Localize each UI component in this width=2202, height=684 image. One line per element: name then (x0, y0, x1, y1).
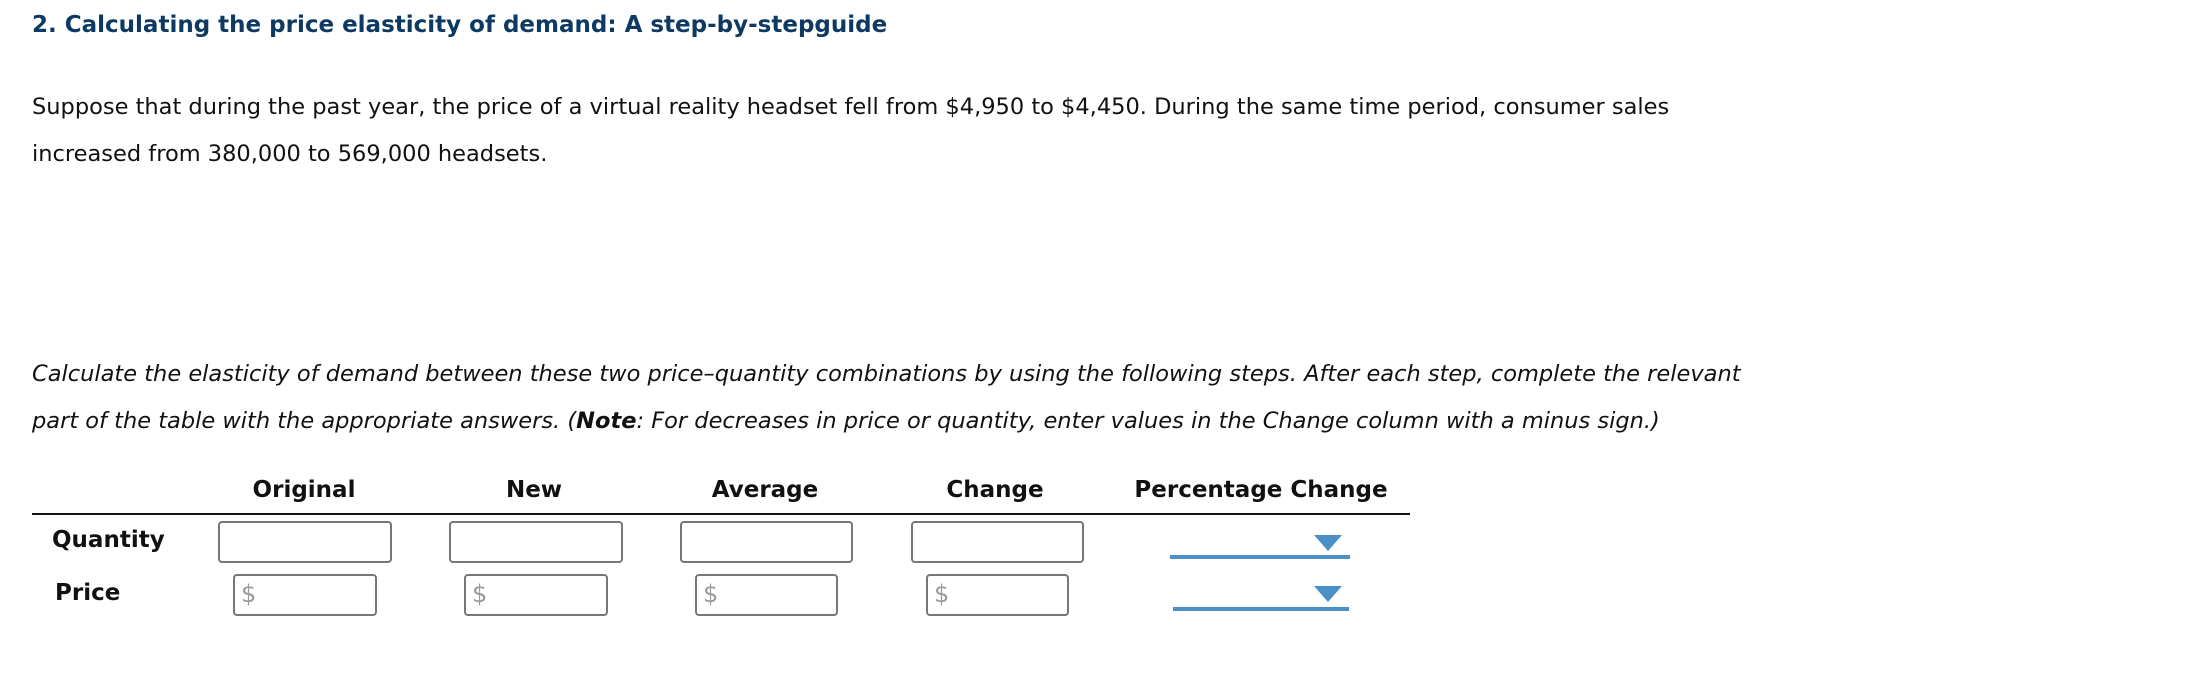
instructions-line-2: part of the table with the appropriate a… (32, 408, 1660, 434)
header-percentage-change: Percentage Change (1134, 477, 1388, 503)
dropdown-underline (1170, 555, 1350, 559)
price-change-input[interactable]: $ (926, 574, 1069, 616)
instructions-text: part of the table with the appropriate a… (32, 408, 577, 434)
quantity-change-input[interactable] (911, 521, 1084, 563)
triangle-down-icon (1314, 535, 1342, 551)
dollar-prefix: $ (934, 580, 950, 608)
dropdown-underline (1173, 607, 1349, 611)
instructions-line-1: Calculate the elasticity of demand betwe… (32, 361, 1741, 387)
header-new: New (505, 477, 563, 503)
triangle-down-icon (1314, 586, 1342, 602)
intro-line-1: Suppose that during the past year, the p… (32, 94, 1670, 120)
quantity-average-input[interactable] (680, 521, 853, 563)
dollar-prefix: $ (703, 580, 719, 608)
price-percentage-change-dropdown[interactable] (1173, 582, 1353, 614)
dollar-prefix: $ (472, 580, 488, 608)
intro-line-2: increased from 380,000 to 569,000 headse… (32, 141, 548, 167)
row-label-price: Price (55, 580, 121, 606)
note-label: Note (576, 408, 637, 434)
price-average-input[interactable]: $ (695, 574, 838, 616)
price-original-input[interactable]: $ (233, 574, 377, 616)
header-change: Change (946, 477, 1044, 503)
quantity-percentage-change-dropdown[interactable] (1170, 530, 1352, 562)
row-label-quantity: Quantity (52, 527, 165, 553)
header-average: Average (711, 477, 819, 503)
quantity-original-input[interactable] (218, 521, 392, 563)
page-title: 2. Calculating the price elasticity of d… (32, 12, 888, 38)
quantity-new-input[interactable] (449, 521, 623, 563)
price-new-input[interactable]: $ (464, 574, 608, 616)
header-divider (32, 513, 1410, 515)
instructions-text: : For decreases in price or quantity, en… (636, 408, 1660, 434)
dollar-prefix: $ (241, 580, 257, 608)
header-original: Original (252, 477, 356, 503)
